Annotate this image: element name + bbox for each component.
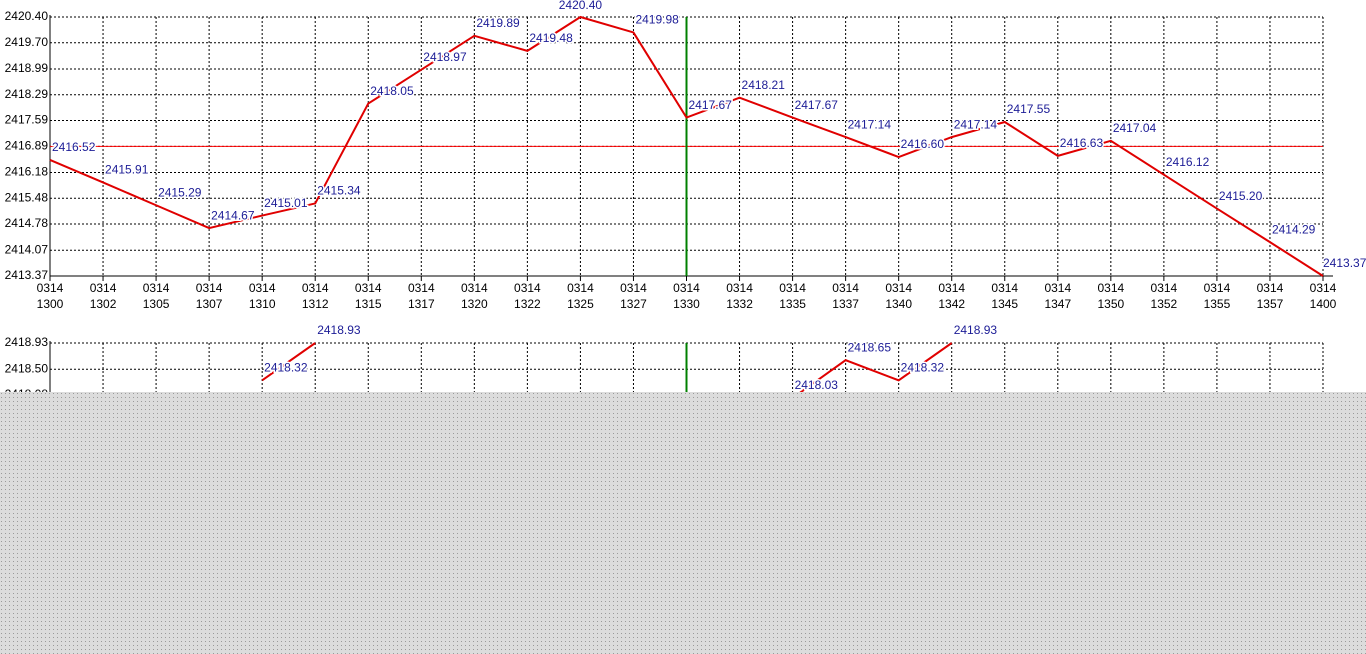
x-tick-label: 1357 — [1257, 297, 1284, 311]
data-label: 2418.93 — [954, 323, 998, 337]
data-label: 2418.32 — [901, 360, 945, 374]
x-tick-label: 0314 — [143, 281, 170, 295]
covering-panel — [0, 392, 1366, 654]
data-label: 2418.32 — [264, 360, 308, 374]
x-tick-label: 1345 — [991, 297, 1018, 311]
x-tick-label: 0314 — [885, 281, 912, 295]
data-label: 2415.20 — [1219, 189, 1263, 203]
data-label: 2414.29 — [1272, 222, 1316, 236]
data-label: 2418.93 — [317, 323, 361, 337]
y-tick-label: 2419.70 — [5, 35, 49, 49]
data-label: 2418.03 — [795, 378, 839, 392]
x-tick-label: 0314 — [938, 281, 965, 295]
data-label: 2415.29 — [158, 185, 202, 199]
x-tick-label: 1340 — [885, 297, 912, 311]
y-tick-label: 2420.40 — [5, 9, 49, 23]
x-tick-label: 1335 — [779, 297, 806, 311]
x-tick-label: 1330 — [673, 297, 700, 311]
data-label: 2418.65 — [848, 340, 892, 354]
y-tick-label: 2413.37 — [5, 268, 49, 282]
x-tick-label: 0314 — [196, 281, 223, 295]
x-tick-label: 1332 — [726, 297, 753, 311]
x-tick-label: 0314 — [1310, 281, 1337, 295]
x-tick-label: 0314 — [90, 281, 117, 295]
x-tick-label: 1337 — [832, 297, 859, 311]
x-tick-label: 0314 — [355, 281, 382, 295]
x-tick-label: 1315 — [355, 297, 382, 311]
x-tick-label: 1352 — [1151, 297, 1178, 311]
data-label: 2418.97 — [423, 50, 467, 64]
y-tick-label: 2418.93 — [5, 335, 49, 349]
data-label: 2417.04 — [1113, 121, 1157, 135]
y-tick-label: 2418.29 — [5, 87, 49, 101]
x-tick-label: 0314 — [991, 281, 1018, 295]
data-label: 2417.67 — [795, 98, 839, 112]
y-tick-label: 2415.48 — [5, 190, 49, 204]
y-tick-label: 2418.50 — [5, 361, 49, 375]
data-label: 2413.37 — [1323, 256, 1366, 270]
data-label: 2414.67 — [211, 208, 255, 222]
x-tick-label: 1325 — [567, 297, 594, 311]
data-label: 2415.01 — [264, 196, 308, 210]
data-label: 2418.05 — [370, 84, 414, 98]
data-label: 2419.48 — [529, 31, 573, 45]
x-tick-label: 0314 — [779, 281, 806, 295]
data-label: 2419.89 — [476, 16, 520, 30]
price-line — [49, 15, 1324, 277]
data-label: 2419.98 — [635, 13, 679, 27]
y-tick-label: 2416.89 — [5, 138, 49, 152]
data-label: 2416.52 — [52, 140, 96, 154]
y-tick-label: 2417.59 — [5, 113, 49, 127]
data-label: 2416.63 — [1060, 136, 1104, 150]
data-label: 2420.40 — [559, 0, 603, 12]
x-tick-label: 1307 — [196, 297, 223, 311]
x-tick-label: 1342 — [938, 297, 965, 311]
x-tick-label: 0314 — [726, 281, 753, 295]
x-tick-label: 0314 — [1257, 281, 1284, 295]
x-tick-label: 0314 — [1044, 281, 1071, 295]
x-tick-label: 0314 — [1097, 281, 1124, 295]
x-tick-label: 0314 — [1151, 281, 1178, 295]
data-label: 2415.91 — [105, 163, 149, 177]
x-tick-label: 0314 — [673, 281, 700, 295]
x-tick-label: 0314 — [408, 281, 435, 295]
data-label: 2416.12 — [1166, 155, 1210, 169]
x-tick-label: 1400 — [1310, 297, 1337, 311]
data-label: 2417.14 — [954, 117, 998, 131]
x-tick-label: 1305 — [143, 297, 170, 311]
x-tick-label: 1355 — [1204, 297, 1231, 311]
y-tick-label: 2418.99 — [5, 61, 49, 75]
x-tick-label: 1300 — [37, 297, 64, 311]
x-tick-label: 0314 — [37, 281, 64, 295]
x-tick-label: 1312 — [302, 297, 329, 311]
y-tick-label: 2414.07 — [5, 242, 49, 256]
x-tick-label: 1317 — [408, 297, 435, 311]
x-tick-label: 1320 — [461, 297, 488, 311]
x-tick-label: 1310 — [249, 297, 276, 311]
x-tick-label: 1322 — [514, 297, 541, 311]
x-tick-label: 1327 — [620, 297, 647, 311]
data-label: 2417.14 — [848, 117, 892, 131]
data-label: 2416.60 — [901, 137, 945, 151]
x-tick-label: 0314 — [620, 281, 647, 295]
data-label: 2415.34 — [317, 184, 361, 198]
x-tick-label: 0314 — [832, 281, 859, 295]
data-label: 2417.55 — [1007, 102, 1051, 116]
x-tick-label: 1350 — [1097, 297, 1124, 311]
y-tick-label: 2416.18 — [5, 165, 49, 179]
data-label: 2417.67 — [689, 98, 733, 112]
x-tick-label: 0314 — [1204, 281, 1231, 295]
x-tick-label: 0314 — [567, 281, 594, 295]
x-tick-label: 0314 — [249, 281, 276, 295]
y-tick-label: 2414.78 — [5, 216, 49, 230]
price-line — [261, 342, 953, 399]
data-label: 2418.21 — [742, 78, 786, 92]
x-tick-label: 0314 — [302, 281, 329, 295]
x-tick-label: 0314 — [461, 281, 488, 295]
x-tick-label: 0314 — [514, 281, 541, 295]
x-tick-label: 1347 — [1044, 297, 1071, 311]
x-tick-label: 1302 — [90, 297, 117, 311]
